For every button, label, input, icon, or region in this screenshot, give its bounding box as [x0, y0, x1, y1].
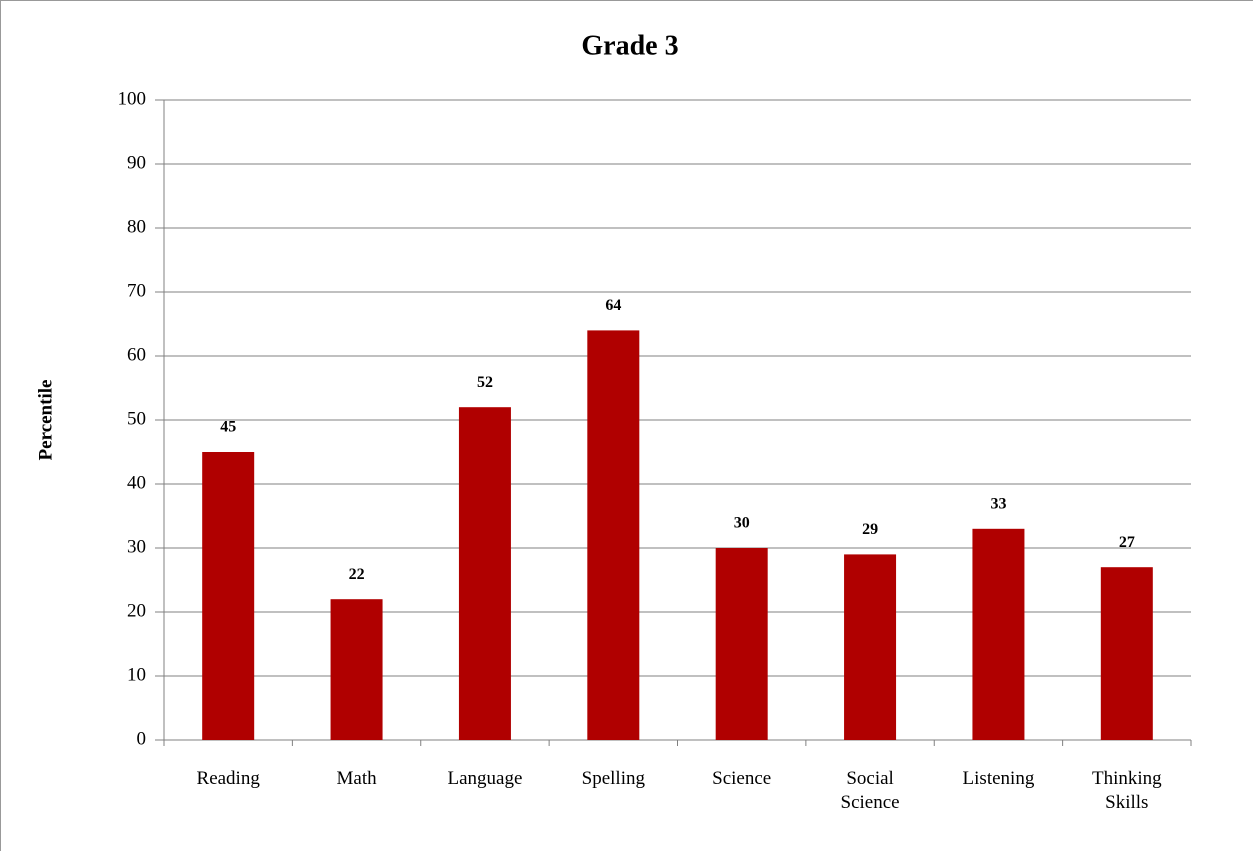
- y-tick-label: 10: [127, 664, 146, 685]
- bar: [972, 528, 1025, 740]
- x-tick-label: Language: [447, 768, 523, 789]
- y-tick-label: 50: [127, 408, 146, 429]
- bar: [715, 548, 768, 740]
- bar: [844, 554, 897, 740]
- bar: [458, 407, 511, 740]
- y-tick-label: 60: [127, 344, 146, 365]
- data-label: 22: [349, 566, 365, 583]
- y-tick-label: 20: [127, 600, 146, 621]
- y-tick-label: 90: [127, 152, 146, 173]
- data-label: 52: [477, 374, 493, 391]
- x-tick-label: Spelling: [581, 768, 645, 789]
- x-tick-label: Math: [336, 768, 377, 789]
- bar: [330, 599, 383, 740]
- bar: [1100, 567, 1153, 740]
- data-label: 27: [1119, 534, 1135, 551]
- y-tick-label: 30: [127, 536, 146, 557]
- x-tick-label: Science: [712, 768, 772, 789]
- x-tick-label: Social Science: [840, 768, 900, 813]
- y-tick-label: 40: [127, 472, 146, 493]
- y-tick-label: 70: [127, 280, 146, 301]
- y-axis-label: Percentile: [35, 380, 56, 461]
- y-tick-label: 100: [118, 88, 147, 109]
- data-label: 64: [605, 297, 621, 314]
- x-tick-label: Listening: [962, 768, 1035, 789]
- data-label: 33: [990, 495, 1006, 512]
- chart-title: Grade 3: [581, 30, 678, 61]
- data-label: 29: [862, 521, 878, 538]
- x-tick-label: Reading: [196, 768, 260, 789]
- data-label: 30: [734, 515, 750, 532]
- bar: [587, 330, 640, 740]
- y-tick-label: 80: [127, 216, 146, 237]
- y-tick-label: 0: [137, 728, 147, 749]
- bar: [202, 452, 255, 740]
- x-tick-label: Thinking Skills: [1091, 768, 1162, 813]
- data-label: 45: [220, 419, 236, 436]
